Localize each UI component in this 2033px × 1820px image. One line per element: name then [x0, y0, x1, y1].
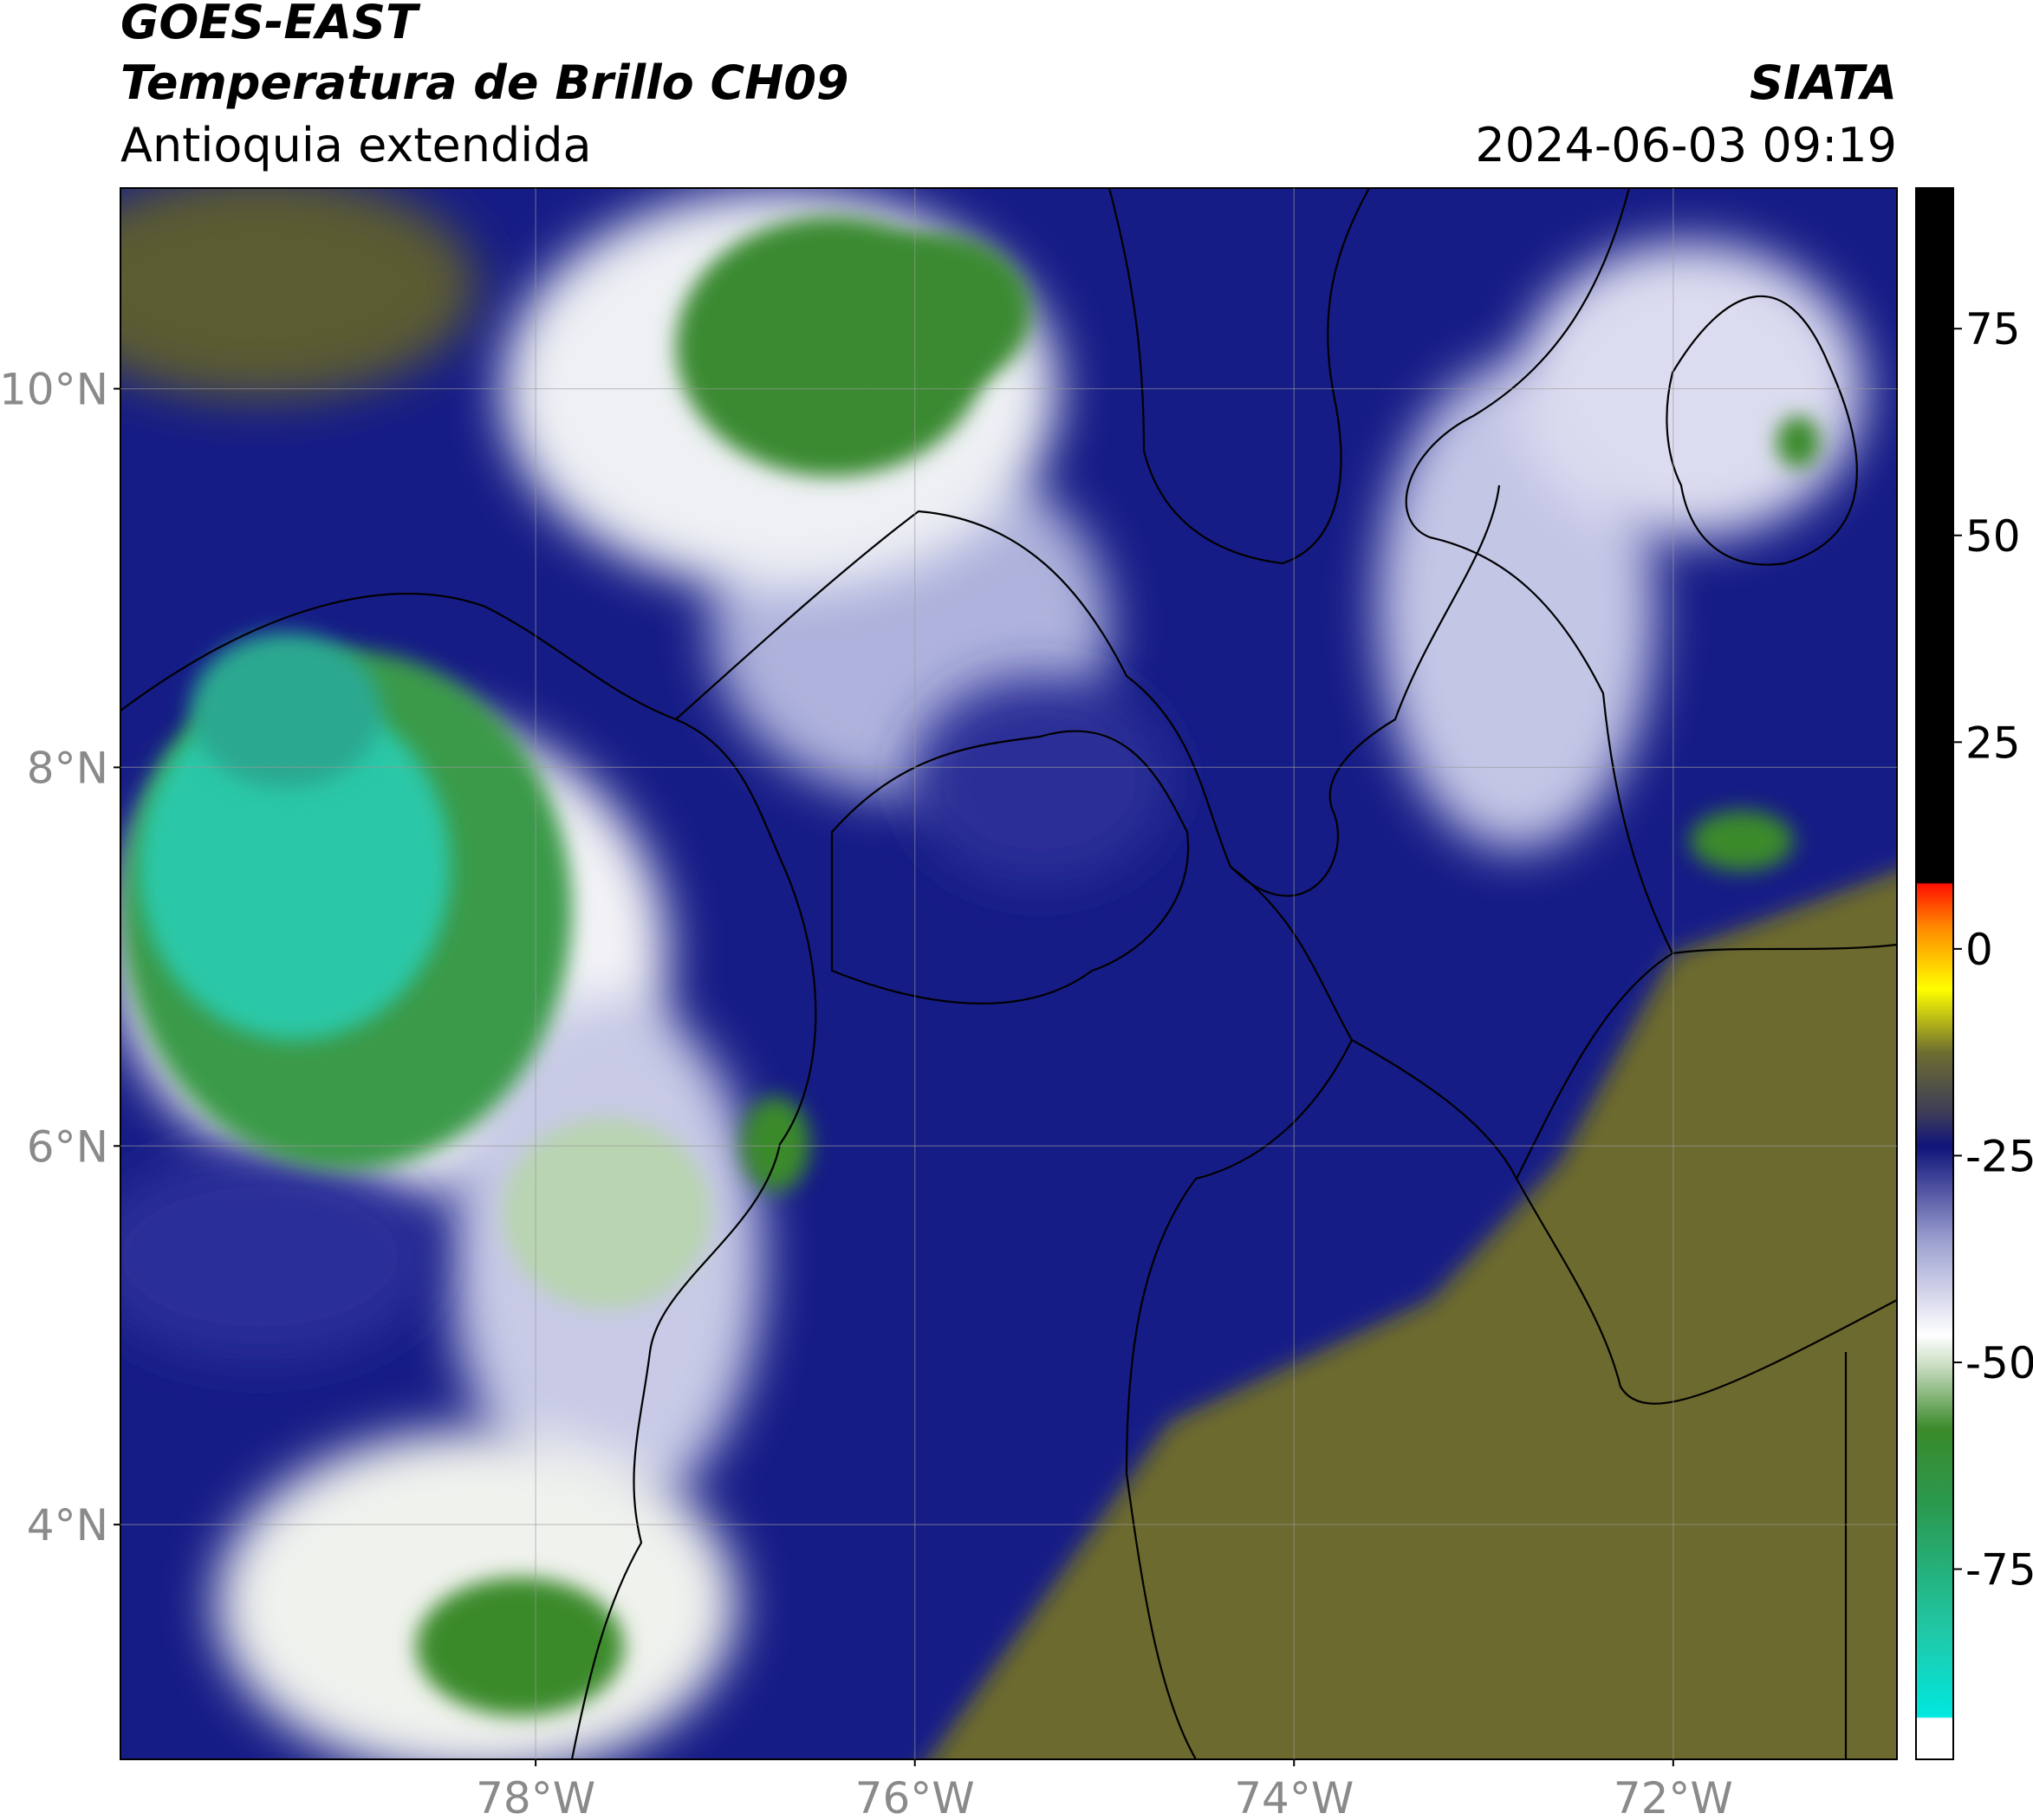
- colorbar-tick-label: 0: [1965, 925, 1993, 975]
- region: Antioquia extendida: [120, 118, 592, 172]
- y-tick-label: 6°N: [27, 1121, 108, 1172]
- x-tick-label: 74°W: [1234, 1773, 1354, 1820]
- x-tick-label: 78°W: [476, 1773, 595, 1820]
- y-tick-label: 4°N: [27, 1500, 108, 1550]
- satellite-image: [120, 188, 1897, 1759]
- y-tick-label: 10°N: [0, 365, 108, 415]
- colorbar-tick-label: 75: [1965, 304, 2021, 354]
- grid: [120, 188, 1897, 1759]
- x-tick-label: 72°W: [1614, 1773, 1733, 1820]
- x-tick-label: 76°W: [855, 1773, 975, 1820]
- title: GOES-EAST: [120, 0, 421, 49]
- y-tick-label: 8°N: [27, 743, 108, 793]
- colorbar: [1915, 187, 1954, 1760]
- colorbar-tick-label: 25: [1965, 718, 2021, 768]
- datetime: 2024-06-03 09:19: [1475, 118, 1897, 172]
- colorbar-tick-label: 50: [1965, 511, 2021, 562]
- subtitle: Temperatura de Brillo CH09: [120, 55, 849, 110]
- colorbar-tick-label: -50: [1965, 1338, 2033, 1388]
- map-frame: [120, 187, 1898, 1760]
- colorbar-tick-label: -75: [1965, 1545, 2033, 1596]
- colorbar-tick-label: -25: [1965, 1131, 2033, 1181]
- source: SIATA: [1750, 55, 1897, 110]
